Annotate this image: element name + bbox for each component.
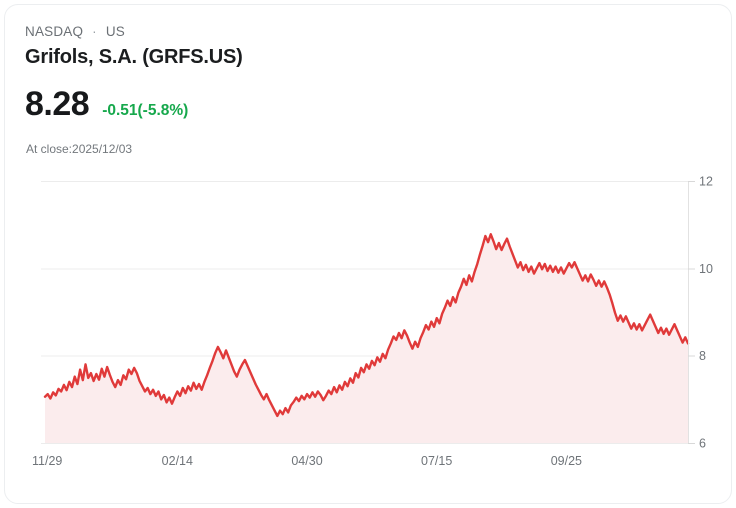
page-title: Grifols, S.A. (GRFS.US): [25, 46, 243, 68]
area-fill-path: [45, 234, 688, 443]
x-tick-label: 11/29: [32, 454, 62, 468]
x-tick-label: 07/15: [421, 454, 452, 468]
market-status-note: At close:2025/12/03: [26, 142, 133, 156]
exchange-region-line: NASDAQ · US: [25, 23, 625, 41]
y-tick-label: 12: [699, 175, 713, 189]
price-chart[interactable]: 12 10 8 6 11/29 02/14 04/30 07/15 09/25: [5, 165, 736, 475]
region-label: US: [105, 24, 125, 39]
x-tick-label: 02/14: [162, 454, 193, 468]
y-tick-label: 10: [699, 262, 713, 276]
current-price: 8.28: [25, 85, 90, 123]
exchange-name: NASDAQ: [25, 24, 84, 39]
price-change: -0.51(-5.8%): [102, 102, 189, 119]
price-line-path: [43, 233, 690, 418]
price-chart-svg[interactable]: 12 10 8 6 11/29 02/14 04/30 07/15 09/25: [5, 165, 736, 475]
x-tick-label: 04/30: [291, 454, 322, 468]
quote-header: NASDAQ · US Grifols, S.A. (GRFS.US): [25, 23, 625, 70]
x-tick-label: 09/25: [551, 454, 582, 468]
price-row: 8.28 -0.51(-5.8%): [25, 85, 188, 123]
chart-series-area: [45, 234, 688, 443]
separator-dot: ·: [92, 24, 97, 39]
chart-gridlines: [41, 181, 688, 444]
chart-y-axis: 12 10 8 6: [688, 175, 713, 451]
y-tick-label: 8: [699, 349, 706, 363]
quote-card: NASDAQ · US Grifols, S.A. (GRFS.US) 8.28…: [4, 4, 732, 504]
chart-x-axis: 11/29 02/14 04/30 07/15 09/25: [32, 454, 582, 468]
y-tick-label: 6: [699, 437, 706, 451]
chart-series-line: [43, 233, 690, 418]
